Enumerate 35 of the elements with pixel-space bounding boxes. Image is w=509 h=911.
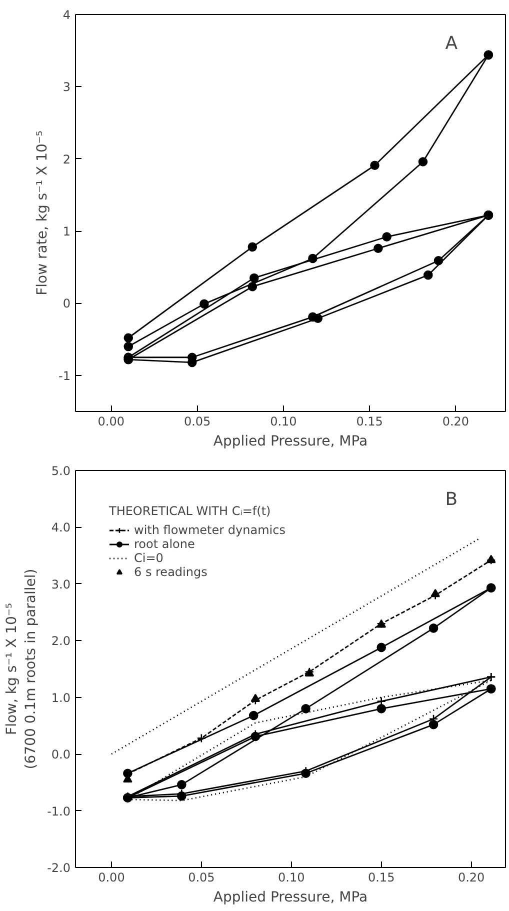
x-tick-label: 0.05 [184, 414, 211, 428]
x-tick-label: 0.05 [188, 870, 215, 884]
legend-title: THEORETICAL WITH Cᵢ=f(t) [109, 504, 272, 518]
y-tick-label: 2 [62, 152, 71, 166]
x-axis-title: Applied Pressure, MPa [213, 890, 368, 906]
y-tick-label: 1.0 [51, 690, 71, 705]
x-tick-label: 0.20 [442, 414, 470, 428]
y-tick-label: 2.0 [51, 634, 71, 648]
y-axis-title: Flow rate, kg s⁻¹ X 10⁻⁵ [34, 130, 51, 296]
x-tick-label: 0.00 [98, 414, 125, 428]
legend-label: 6 s readings [134, 565, 208, 579]
y-tick-label: 4.0 [51, 520, 71, 535]
y-tick-label: -1 [58, 368, 71, 383]
x-axis-title: Applied Pressure, MPa [213, 434, 368, 450]
x-tick-label: 0.10 [270, 414, 297, 428]
y-tick-label: 0.0 [51, 748, 71, 762]
y-tick-label: 0 [62, 296, 71, 311]
annotation: B [445, 489, 458, 510]
y-tick-label: 1 [62, 224, 71, 239]
y-tick-label: 3.0 [51, 577, 71, 592]
legend-label: root alone [134, 537, 195, 551]
x-tick-label: 0.15 [368, 870, 395, 884]
annotation: A [445, 33, 458, 54]
x-tick-label: 0.10 [278, 870, 305, 884]
y-tick-label: -1.0 [47, 804, 71, 818]
x-tick-label: 0.00 [98, 870, 125, 884]
y-tick-label: 5.0 [51, 464, 71, 478]
x-tick-label: 0.15 [356, 414, 383, 428]
y-tick-label: 4 [62, 8, 71, 22]
x-tick-label: 0.20 [458, 870, 485, 884]
y-tick-label: 3 [62, 80, 71, 94]
legend-label: Ci=0 [134, 551, 164, 565]
y-axis-title: Flow, kg s⁻¹ X 10⁻⁵ (6700 0.1m roots in parallel) [4, 568, 40, 770]
y-tick-label: -2.0 [47, 861, 71, 875]
legend-label: with flowmeter dynamics [134, 523, 286, 537]
